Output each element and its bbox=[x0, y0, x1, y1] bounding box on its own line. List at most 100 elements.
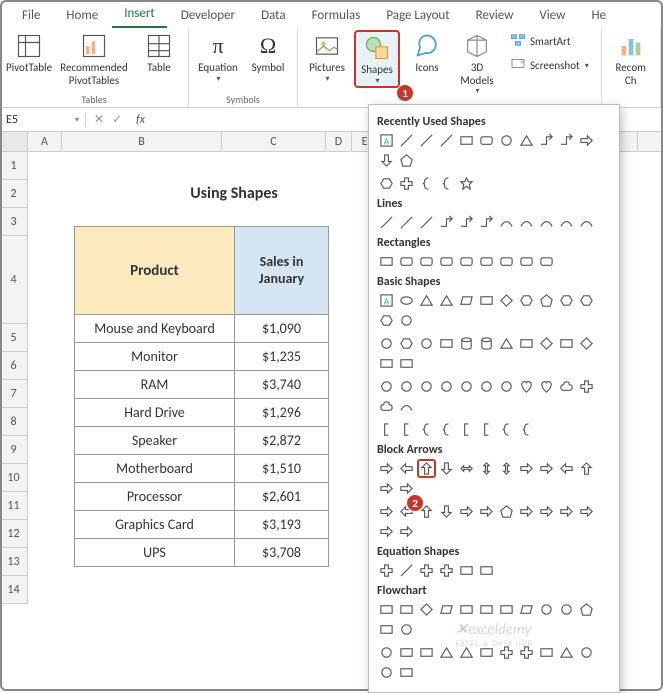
tab-view[interactable]: View bbox=[527, 3, 577, 28]
shape-option[interactable] bbox=[457, 561, 476, 580]
shape-option[interactable] bbox=[457, 459, 476, 478]
shape-option[interactable] bbox=[397, 334, 416, 353]
shape-option[interactable] bbox=[397, 420, 416, 439]
shape-option[interactable] bbox=[377, 334, 396, 353]
row-h[interactable]: 13 bbox=[0, 548, 27, 576]
shapes-button[interactable]: Shapes bbox=[354, 30, 400, 88]
pivottable-button[interactable]: PivotTable bbox=[6, 30, 52, 75]
tab-developer[interactable]: Developer bbox=[169, 3, 247, 28]
shape-option[interactable] bbox=[497, 252, 516, 271]
shape-option[interactable] bbox=[517, 459, 536, 478]
shape-option[interactable] bbox=[517, 502, 536, 521]
shape-option[interactable] bbox=[417, 334, 436, 353]
row-h[interactable]: 4 bbox=[0, 236, 27, 324]
row-h[interactable]: 6 bbox=[0, 352, 27, 380]
shape-option[interactable] bbox=[377, 643, 396, 662]
col-h-d[interactable]: D bbox=[326, 132, 352, 151]
row-h[interactable]: 11 bbox=[0, 492, 27, 520]
symbol-button[interactable]: Ω Symbol bbox=[245, 30, 291, 75]
col-h-a[interactable]: A bbox=[28, 132, 62, 151]
equation-button[interactable]: π Equation bbox=[195, 30, 241, 84]
shape-option[interactable] bbox=[397, 600, 416, 619]
row-h[interactable]: 3 bbox=[0, 208, 27, 236]
tab-review[interactable]: Review bbox=[464, 3, 526, 28]
shape-option[interactable] bbox=[377, 151, 396, 170]
shape-option[interactable] bbox=[397, 522, 416, 541]
shape-option[interactable] bbox=[397, 561, 416, 580]
shape-option[interactable] bbox=[497, 643, 516, 662]
shape-option[interactable] bbox=[477, 291, 496, 310]
shape-option[interactable] bbox=[497, 502, 516, 521]
tab-data[interactable]: Data bbox=[249, 3, 298, 28]
shape-option[interactable] bbox=[517, 420, 536, 439]
shape-option[interactable] bbox=[477, 131, 496, 150]
shape-option[interactable] bbox=[577, 213, 596, 232]
shape-option[interactable] bbox=[557, 377, 576, 396]
shape-option[interactable] bbox=[517, 213, 536, 232]
row-h[interactable]: 12 bbox=[0, 520, 27, 548]
shape-option[interactable]: A bbox=[377, 131, 396, 150]
shape-option[interactable] bbox=[397, 377, 416, 396]
shape-option[interactable] bbox=[477, 213, 496, 232]
shape-option[interactable] bbox=[397, 131, 416, 150]
row-h[interactable]: 7 bbox=[0, 380, 27, 408]
shape-option[interactable] bbox=[417, 420, 436, 439]
shape-option[interactable] bbox=[537, 600, 556, 619]
tab-home[interactable]: Home bbox=[54, 3, 110, 28]
shape-option[interactable] bbox=[577, 502, 596, 521]
select-all[interactable] bbox=[0, 132, 28, 151]
shape-option[interactable] bbox=[457, 252, 476, 271]
shape-option[interactable] bbox=[397, 663, 416, 682]
shape-option[interactable] bbox=[457, 174, 476, 193]
shape-option[interactable] bbox=[437, 252, 456, 271]
tab-file[interactable]: File bbox=[10, 3, 52, 28]
shape-option[interactable] bbox=[537, 291, 556, 310]
shape-option[interactable] bbox=[537, 334, 556, 353]
shape-option[interactable] bbox=[517, 600, 536, 619]
shape-option[interactable] bbox=[417, 213, 436, 232]
shape-option[interactable] bbox=[477, 459, 496, 478]
shape-option[interactable] bbox=[577, 334, 596, 353]
shape-option[interactable] bbox=[377, 663, 396, 682]
tab-pagelayout[interactable]: Page Layout bbox=[374, 3, 461, 28]
shape-option[interactable] bbox=[497, 334, 516, 353]
3dmodels-button[interactable]: 3D Models bbox=[454, 30, 500, 96]
shape-option[interactable] bbox=[557, 600, 576, 619]
shape-option[interactable] bbox=[537, 131, 556, 150]
shape-option[interactable] bbox=[557, 291, 576, 310]
shape-option[interactable] bbox=[457, 420, 476, 439]
shape-option[interactable] bbox=[377, 561, 396, 580]
shape-option[interactable] bbox=[377, 420, 396, 439]
smartart-button[interactable]: SmartArt bbox=[506, 30, 575, 53]
shape-option[interactable] bbox=[457, 131, 476, 150]
shape-option[interactable] bbox=[557, 643, 576, 662]
row-h[interactable]: 2 bbox=[0, 180, 27, 208]
recommended-charts-button[interactable]: Recom Ch bbox=[608, 30, 654, 87]
col-h-b[interactable]: B bbox=[62, 132, 222, 151]
shape-option[interactable] bbox=[537, 643, 556, 662]
shape-option[interactable] bbox=[477, 334, 496, 353]
shape-option[interactable] bbox=[397, 354, 416, 373]
shape-option[interactable] bbox=[437, 420, 456, 439]
shape-option[interactable] bbox=[417, 252, 436, 271]
shape-option[interactable] bbox=[497, 213, 516, 232]
shape-option[interactable] bbox=[497, 600, 516, 619]
shape-option[interactable] bbox=[397, 213, 416, 232]
shape-option[interactable] bbox=[397, 291, 416, 310]
row-h[interactable]: 14 bbox=[0, 576, 27, 604]
tab-insert[interactable]: Insert bbox=[112, 1, 167, 28]
shape-option[interactable] bbox=[457, 643, 476, 662]
shape-option[interactable] bbox=[397, 174, 416, 193]
shape-option[interactable] bbox=[577, 291, 596, 310]
shape-option[interactable] bbox=[437, 377, 456, 396]
shape-option[interactable] bbox=[497, 459, 516, 478]
shape-option[interactable] bbox=[437, 643, 456, 662]
shape-option[interactable] bbox=[537, 459, 556, 478]
shape-option[interactable] bbox=[437, 291, 456, 310]
shape-option[interactable] bbox=[477, 643, 496, 662]
shape-option[interactable] bbox=[517, 131, 536, 150]
shape-option[interactable] bbox=[397, 397, 416, 416]
shape-option[interactable] bbox=[477, 420, 496, 439]
shape-option[interactable] bbox=[417, 174, 436, 193]
shape-option[interactable] bbox=[457, 334, 476, 353]
